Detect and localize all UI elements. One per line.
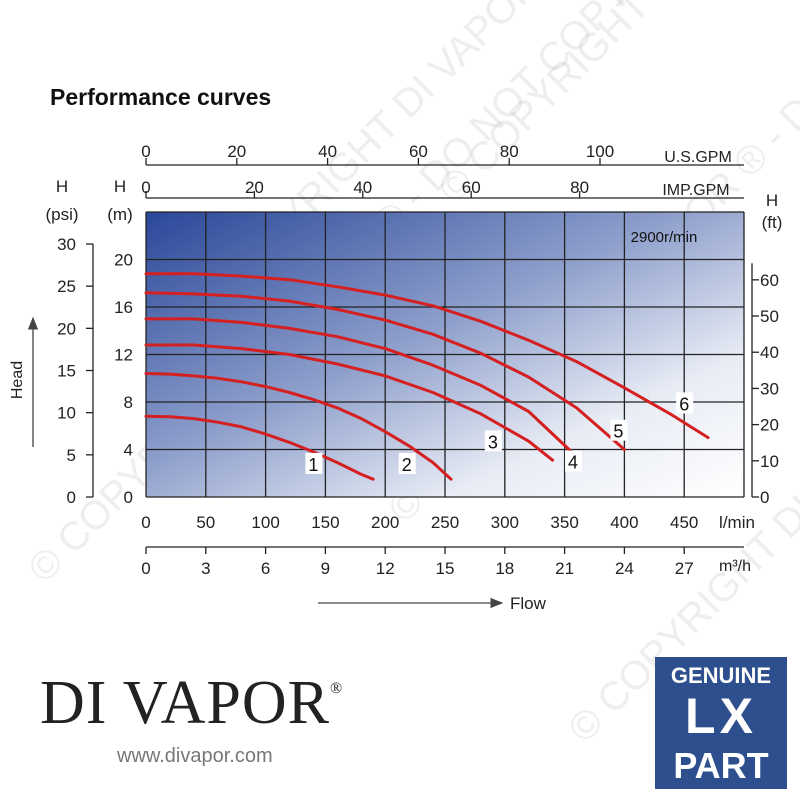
x-tick-usgpm: 0	[141, 142, 150, 161]
curve-label-bg	[564, 450, 582, 472]
y-tick-m: 20	[114, 251, 133, 270]
curve-5	[144, 291, 626, 451]
y-tick-m: 0	[124, 488, 133, 507]
y-axis-label-ft-top: H	[766, 191, 778, 210]
curve-3	[144, 343, 555, 462]
x-tick-impgpm: 0	[141, 178, 150, 197]
y-axis-label-psi-top: H	[56, 177, 68, 196]
grid	[145, 211, 745, 498]
y-axis-label-m-top: H	[114, 177, 126, 196]
x-tick-lmin: 200	[371, 513, 399, 532]
y-tick-psi: 25	[57, 277, 76, 296]
chart-title: Performance curves	[50, 84, 272, 110]
y-tick-ft: 20	[760, 416, 779, 435]
curve-4	[144, 317, 579, 459]
x-tick-usgpm: 40	[318, 142, 337, 161]
y-tick-m: 16	[114, 298, 133, 317]
x-axis-label-usgpm: U.S.GPM	[664, 149, 732, 166]
curve-label: 2	[402, 455, 412, 475]
y-tick-ft: 10	[760, 452, 779, 471]
y-tick-psi: 0	[67, 488, 76, 507]
x-tick-m3h: 12	[376, 559, 395, 578]
x-tick-usgpm: 100	[586, 142, 614, 161]
x-tick-m3h: 3	[201, 559, 210, 578]
registered-mark: ®	[329, 680, 344, 697]
curve-2	[144, 372, 453, 481]
x-tick-usgpm: 60	[409, 142, 428, 161]
x-tick-lmin: 150	[311, 513, 339, 532]
badge-line2: LX	[685, 688, 757, 744]
y-tick-m: 12	[114, 346, 133, 365]
x-tick-impgpm: 20	[245, 178, 264, 197]
curves	[144, 272, 710, 481]
curve-label-bg	[484, 430, 502, 452]
y-axis-label-m-unit: (m)	[107, 205, 132, 224]
badge-line3: PART	[673, 745, 769, 786]
x-tick-m3h: 15	[436, 559, 455, 578]
x-tick-lmin: 0	[141, 513, 150, 532]
curve-labels: 1 2 3 4 5 6	[305, 392, 694, 475]
curve-1	[144, 414, 375, 481]
x-tick-m3h: 0	[141, 559, 150, 578]
x-tick-lmin: 300	[491, 513, 519, 532]
curve-label-bg	[398, 452, 416, 474]
speed-annotation: 2900r/min	[631, 229, 698, 246]
x-tick-m3h: 18	[495, 559, 514, 578]
y-axis-label-ft-unit: (ft)	[762, 213, 783, 232]
curve-label: 5	[613, 422, 623, 442]
x-axis-label-impgpm: IMP.GPM	[662, 182, 729, 199]
y-tick-psi: 20	[57, 319, 76, 338]
curve-label-bg	[305, 452, 323, 474]
badge-line1: GENUINE	[670, 663, 772, 688]
head-label: Head	[9, 361, 26, 399]
brand-logo: DI VAPOR®	[40, 668, 343, 739]
flow-label: Flow	[510, 594, 547, 613]
y-tick-ft: 30	[760, 379, 779, 398]
x-axis-label-lmin: l/min	[719, 513, 755, 532]
x-tick-m3h: 9	[321, 559, 330, 578]
y-tick-psi: 30	[57, 235, 76, 254]
curve-label-bg	[676, 392, 694, 414]
y-tick-ft: 40	[760, 343, 779, 362]
y-tick-ft: 0	[760, 488, 769, 507]
x-tick-lmin: 350	[550, 513, 578, 532]
x-tick-m3h: 24	[615, 559, 634, 578]
x-tick-m3h: 27	[675, 559, 694, 578]
x-tick-lmin: 50	[196, 513, 215, 532]
brand-name: DI VAPOR	[40, 669, 330, 737]
y-tick-m: 8	[124, 393, 133, 412]
x-tick-usgpm: 80	[500, 142, 519, 161]
x-tick-m3h: 6	[261, 559, 270, 578]
y-tick-m: 4	[124, 441, 133, 460]
x-tick-impgpm: 40	[353, 178, 372, 197]
y-tick-psi: 10	[57, 404, 76, 423]
x-tick-m3h: 21	[555, 559, 574, 578]
y-tick-ft: 50	[760, 307, 779, 326]
x-tick-impgpm: 80	[570, 178, 589, 197]
y-tick-psi: 5	[67, 446, 76, 465]
x-axis-label-m3h: m³/h	[719, 558, 751, 575]
curve-label: 4	[568, 453, 578, 473]
x-tick-lmin: 450	[670, 513, 698, 532]
x-tick-lmin: 250	[431, 513, 459, 532]
curve-label: 3	[488, 432, 498, 452]
brand-url[interactable]: www.divapor.com	[117, 745, 273, 767]
curve-label-bg	[610, 419, 628, 441]
curve-label: 1	[308, 455, 318, 475]
curve-6	[144, 272, 710, 440]
x-tick-lmin: 100	[251, 513, 279, 532]
x-tick-usgpm: 20	[227, 142, 246, 161]
y-tick-psi: 15	[57, 362, 76, 381]
genuine-part-badge: GENUINE LX PART	[655, 657, 787, 789]
curve-label: 6	[679, 394, 689, 414]
x-tick-impgpm: 60	[462, 178, 481, 197]
y-tick-ft: 60	[760, 271, 779, 290]
x-tick-lmin: 400	[610, 513, 638, 532]
y-axis-label-psi-unit: (psi)	[45, 205, 78, 224]
